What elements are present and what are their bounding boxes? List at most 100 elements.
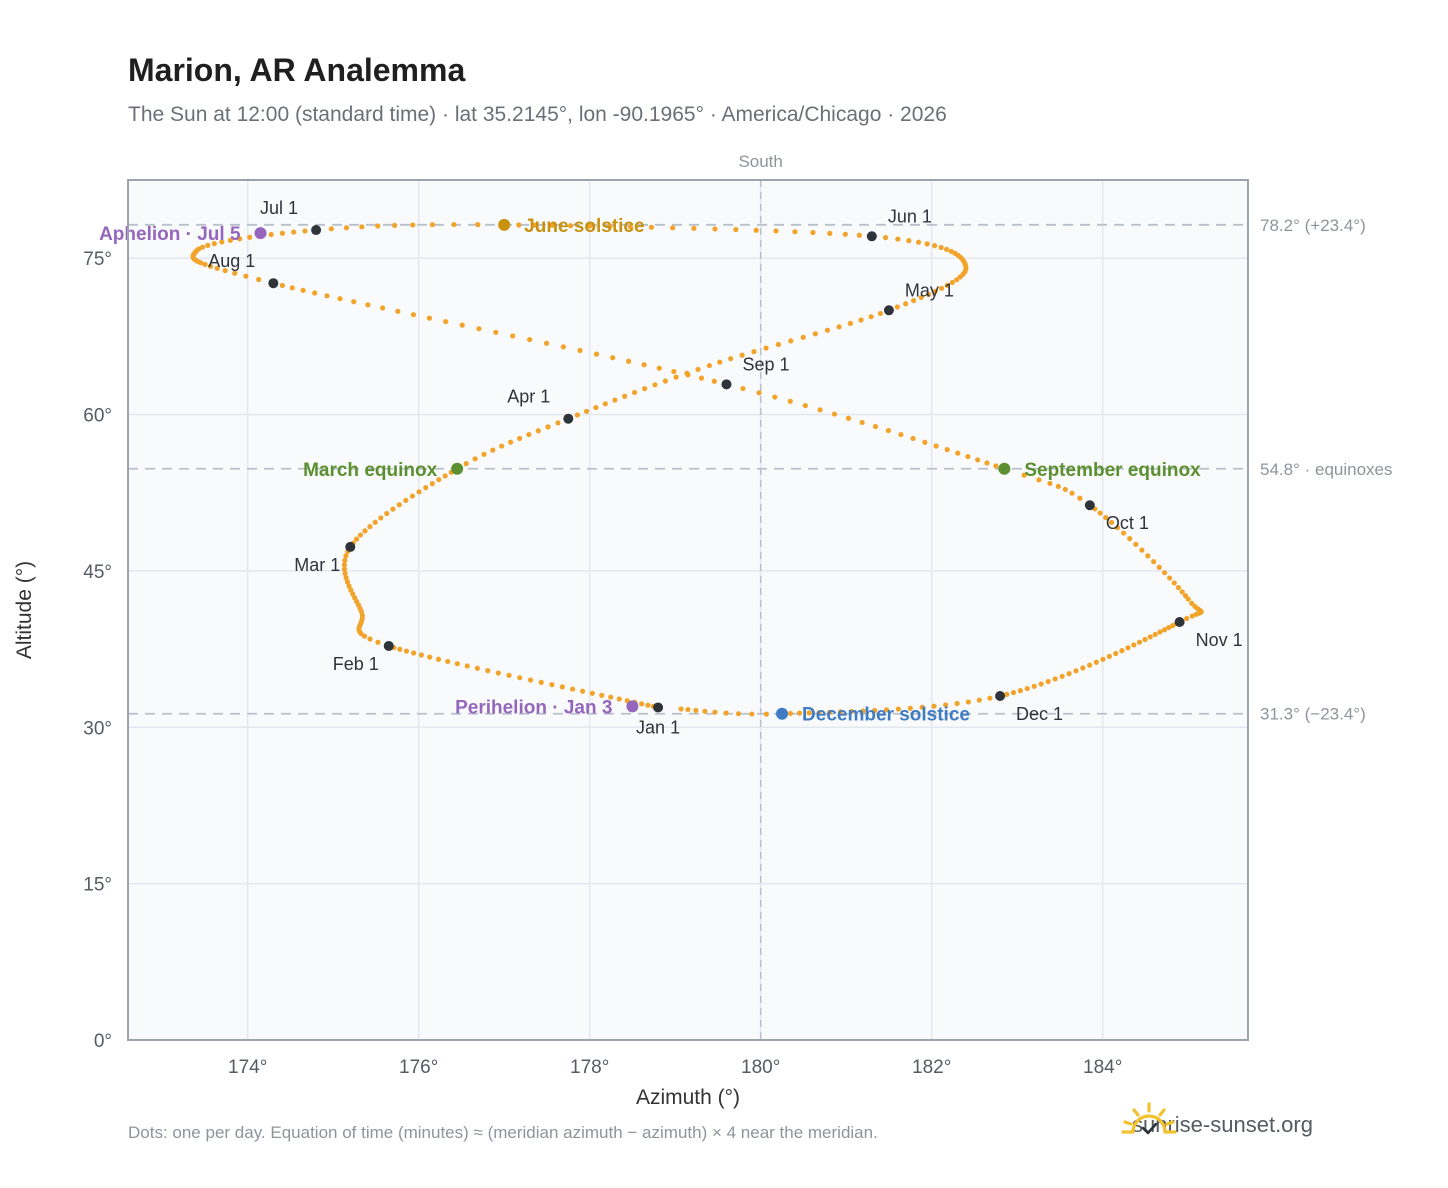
day-dot (662, 378, 668, 384)
day-dot (932, 288, 938, 294)
day-dot (279, 282, 285, 289)
day-dot (717, 359, 723, 365)
day-dot (1184, 615, 1190, 622)
day-dot (944, 246, 950, 252)
reference-line-label: 31.3° (−23.4°) (1260, 705, 1366, 724)
day-dot (877, 310, 884, 317)
reference-line-label: 78.2° (+23.4°) (1260, 216, 1366, 235)
day-dot (859, 419, 865, 426)
day-dot (906, 238, 912, 244)
day-dot (559, 684, 565, 690)
day-dot (343, 553, 349, 559)
day-dot (495, 670, 501, 676)
day-dot (1021, 472, 1027, 478)
day-dot (949, 279, 955, 286)
day-dot (931, 703, 937, 709)
day-dot (476, 326, 482, 332)
day-dot (678, 706, 684, 712)
day-dot (806, 710, 812, 716)
month-marker (1174, 616, 1185, 627)
day-dot (599, 692, 605, 698)
day-dot (526, 431, 532, 438)
day-dot (359, 224, 365, 230)
day-dot (365, 302, 371, 308)
brand[interactable]: sunrise-sunset.org (1120, 1100, 1313, 1150)
day-dot (698, 375, 705, 381)
day-dot (567, 223, 574, 229)
day-dot (219, 239, 225, 245)
day-dot (1113, 650, 1119, 657)
day-dot (1080, 665, 1086, 671)
day-dot (787, 710, 794, 717)
day-dot (836, 324, 842, 330)
day-dot (474, 665, 480, 671)
month-marker (268, 278, 279, 289)
day-dot (243, 273, 249, 279)
day-dot (353, 536, 360, 542)
day-dot (856, 232, 862, 238)
day-dot (451, 221, 457, 228)
day-dot (1131, 642, 1137, 648)
day-dot (965, 453, 971, 460)
month-markers: Jan 1 Feb 1 Mar 1 Apr 1 May 1 Jun 1 Jul 1 Aug 1… (208, 198, 1242, 737)
day-dot (1073, 668, 1079, 674)
event-marker (998, 462, 1011, 475)
day-dot (735, 711, 742, 717)
day-dot (656, 365, 662, 371)
day-dot (390, 506, 396, 512)
day-dot (955, 450, 961, 456)
month-marker (311, 225, 322, 236)
day-dot (933, 443, 939, 449)
day-dot (1127, 536, 1133, 542)
day-dot (787, 398, 793, 404)
day-dot (1147, 634, 1153, 640)
day-dot (1031, 683, 1037, 689)
event-marker (498, 218, 511, 231)
day-dot (911, 297, 917, 304)
month-marker (383, 640, 394, 651)
day-dot (344, 579, 351, 585)
day-dot (733, 226, 739, 233)
day-dot (341, 566, 348, 572)
day-dot (507, 439, 514, 445)
day-dot (1066, 671, 1072, 677)
day-dot (549, 682, 555, 688)
day-dot (445, 658, 451, 665)
day-dot (589, 690, 595, 696)
day-dot (1185, 596, 1191, 602)
day-dot (948, 248, 954, 254)
day-dot (895, 236, 901, 242)
day-dot (739, 352, 745, 358)
day-dot (443, 318, 449, 325)
day-dot (827, 230, 833, 236)
event-marker (254, 227, 267, 240)
day-dot (1052, 676, 1058, 682)
day-dot (214, 265, 220, 271)
day-dot (625, 358, 632, 364)
day-dot (918, 294, 924, 301)
sunrise-icon (1121, 1102, 1177, 1135)
day-dot (723, 710, 729, 716)
day-dot (1120, 530, 1127, 536)
reference-lines: 78.2° (+23.4°) 54.8° · equinoxes 31.3° (−2… (128, 216, 1393, 724)
day-dot (247, 234, 253, 240)
day-dot (583, 408, 590, 414)
event-marker (451, 462, 464, 475)
day-dot (435, 656, 442, 662)
day-dot (610, 355, 616, 361)
day-dot (362, 528, 368, 534)
day-dot (910, 435, 916, 442)
month-marker (653, 702, 664, 713)
day-dot (1166, 624, 1172, 631)
y-tick-label: 0° (94, 1031, 112, 1052)
day-dot (493, 329, 499, 335)
month-label: May 1 (905, 280, 954, 300)
day-dot (300, 287, 306, 293)
day-dot (222, 268, 228, 274)
day-dot (1036, 477, 1042, 483)
month-marker (721, 379, 732, 390)
day-dot (670, 225, 676, 231)
day-dot (612, 397, 618, 403)
day-dot (1047, 480, 1053, 487)
day-dot (1175, 585, 1182, 591)
